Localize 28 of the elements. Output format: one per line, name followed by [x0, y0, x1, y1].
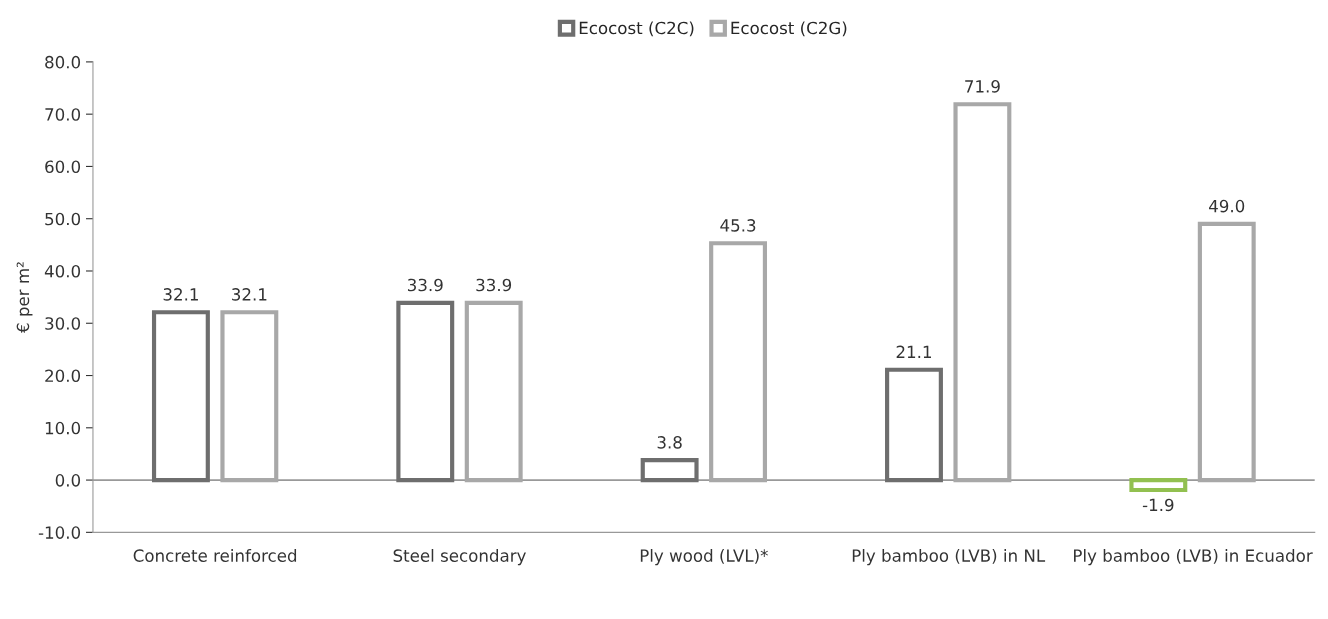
- y-tick-label: 20.0: [45, 369, 81, 383]
- x-tick-label: Steel secondary: [393, 549, 526, 566]
- legend-label: Ecocost (C2G): [731, 21, 847, 37]
- data-label: 3.8: [657, 436, 682, 449]
- x-tick-label: Concrete reinforced: [133, 549, 297, 562]
- data-label: 71.9: [965, 80, 1000, 93]
- legend-label: Ecocost (C2C): [579, 21, 694, 37]
- y-tick-label: 80.0: [45, 55, 81, 69]
- x-tick-label: Ply wood (LVL)*: [640, 549, 768, 566]
- data-label: 33.9: [407, 278, 443, 292]
- data-label: 32.1: [163, 288, 198, 301]
- y-tick-label: 50.0: [45, 212, 81, 226]
- y-tick-label: 30.0: [45, 317, 81, 330]
- data-label: 45.3: [720, 219, 756, 232]
- y-tick-label: 0.0: [55, 474, 81, 487]
- data-label: 32.1: [232, 288, 267, 301]
- data-label: -1.9: [1142, 498, 1174, 512]
- y-tick-label: 40.0: [44, 264, 81, 278]
- y-tick-label: 60.0: [45, 160, 81, 174]
- data-label: 33.9: [476, 278, 512, 292]
- x-tick-label: Ply bamboo (LVB) in NL: [852, 549, 1046, 566]
- data-label: 49.0: [1209, 199, 1245, 213]
- y-axis-title: € per m²: [16, 262, 33, 334]
- y-tick-label: 70.0: [45, 108, 81, 121]
- y-tick-label: 10.0: [45, 421, 81, 435]
- data-label: 21.1: [896, 345, 931, 358]
- y-tick-label: -10.0: [38, 526, 81, 539]
- x-tick-label: Ply bamboo (LVB) in Ecuador: [1074, 549, 1313, 566]
